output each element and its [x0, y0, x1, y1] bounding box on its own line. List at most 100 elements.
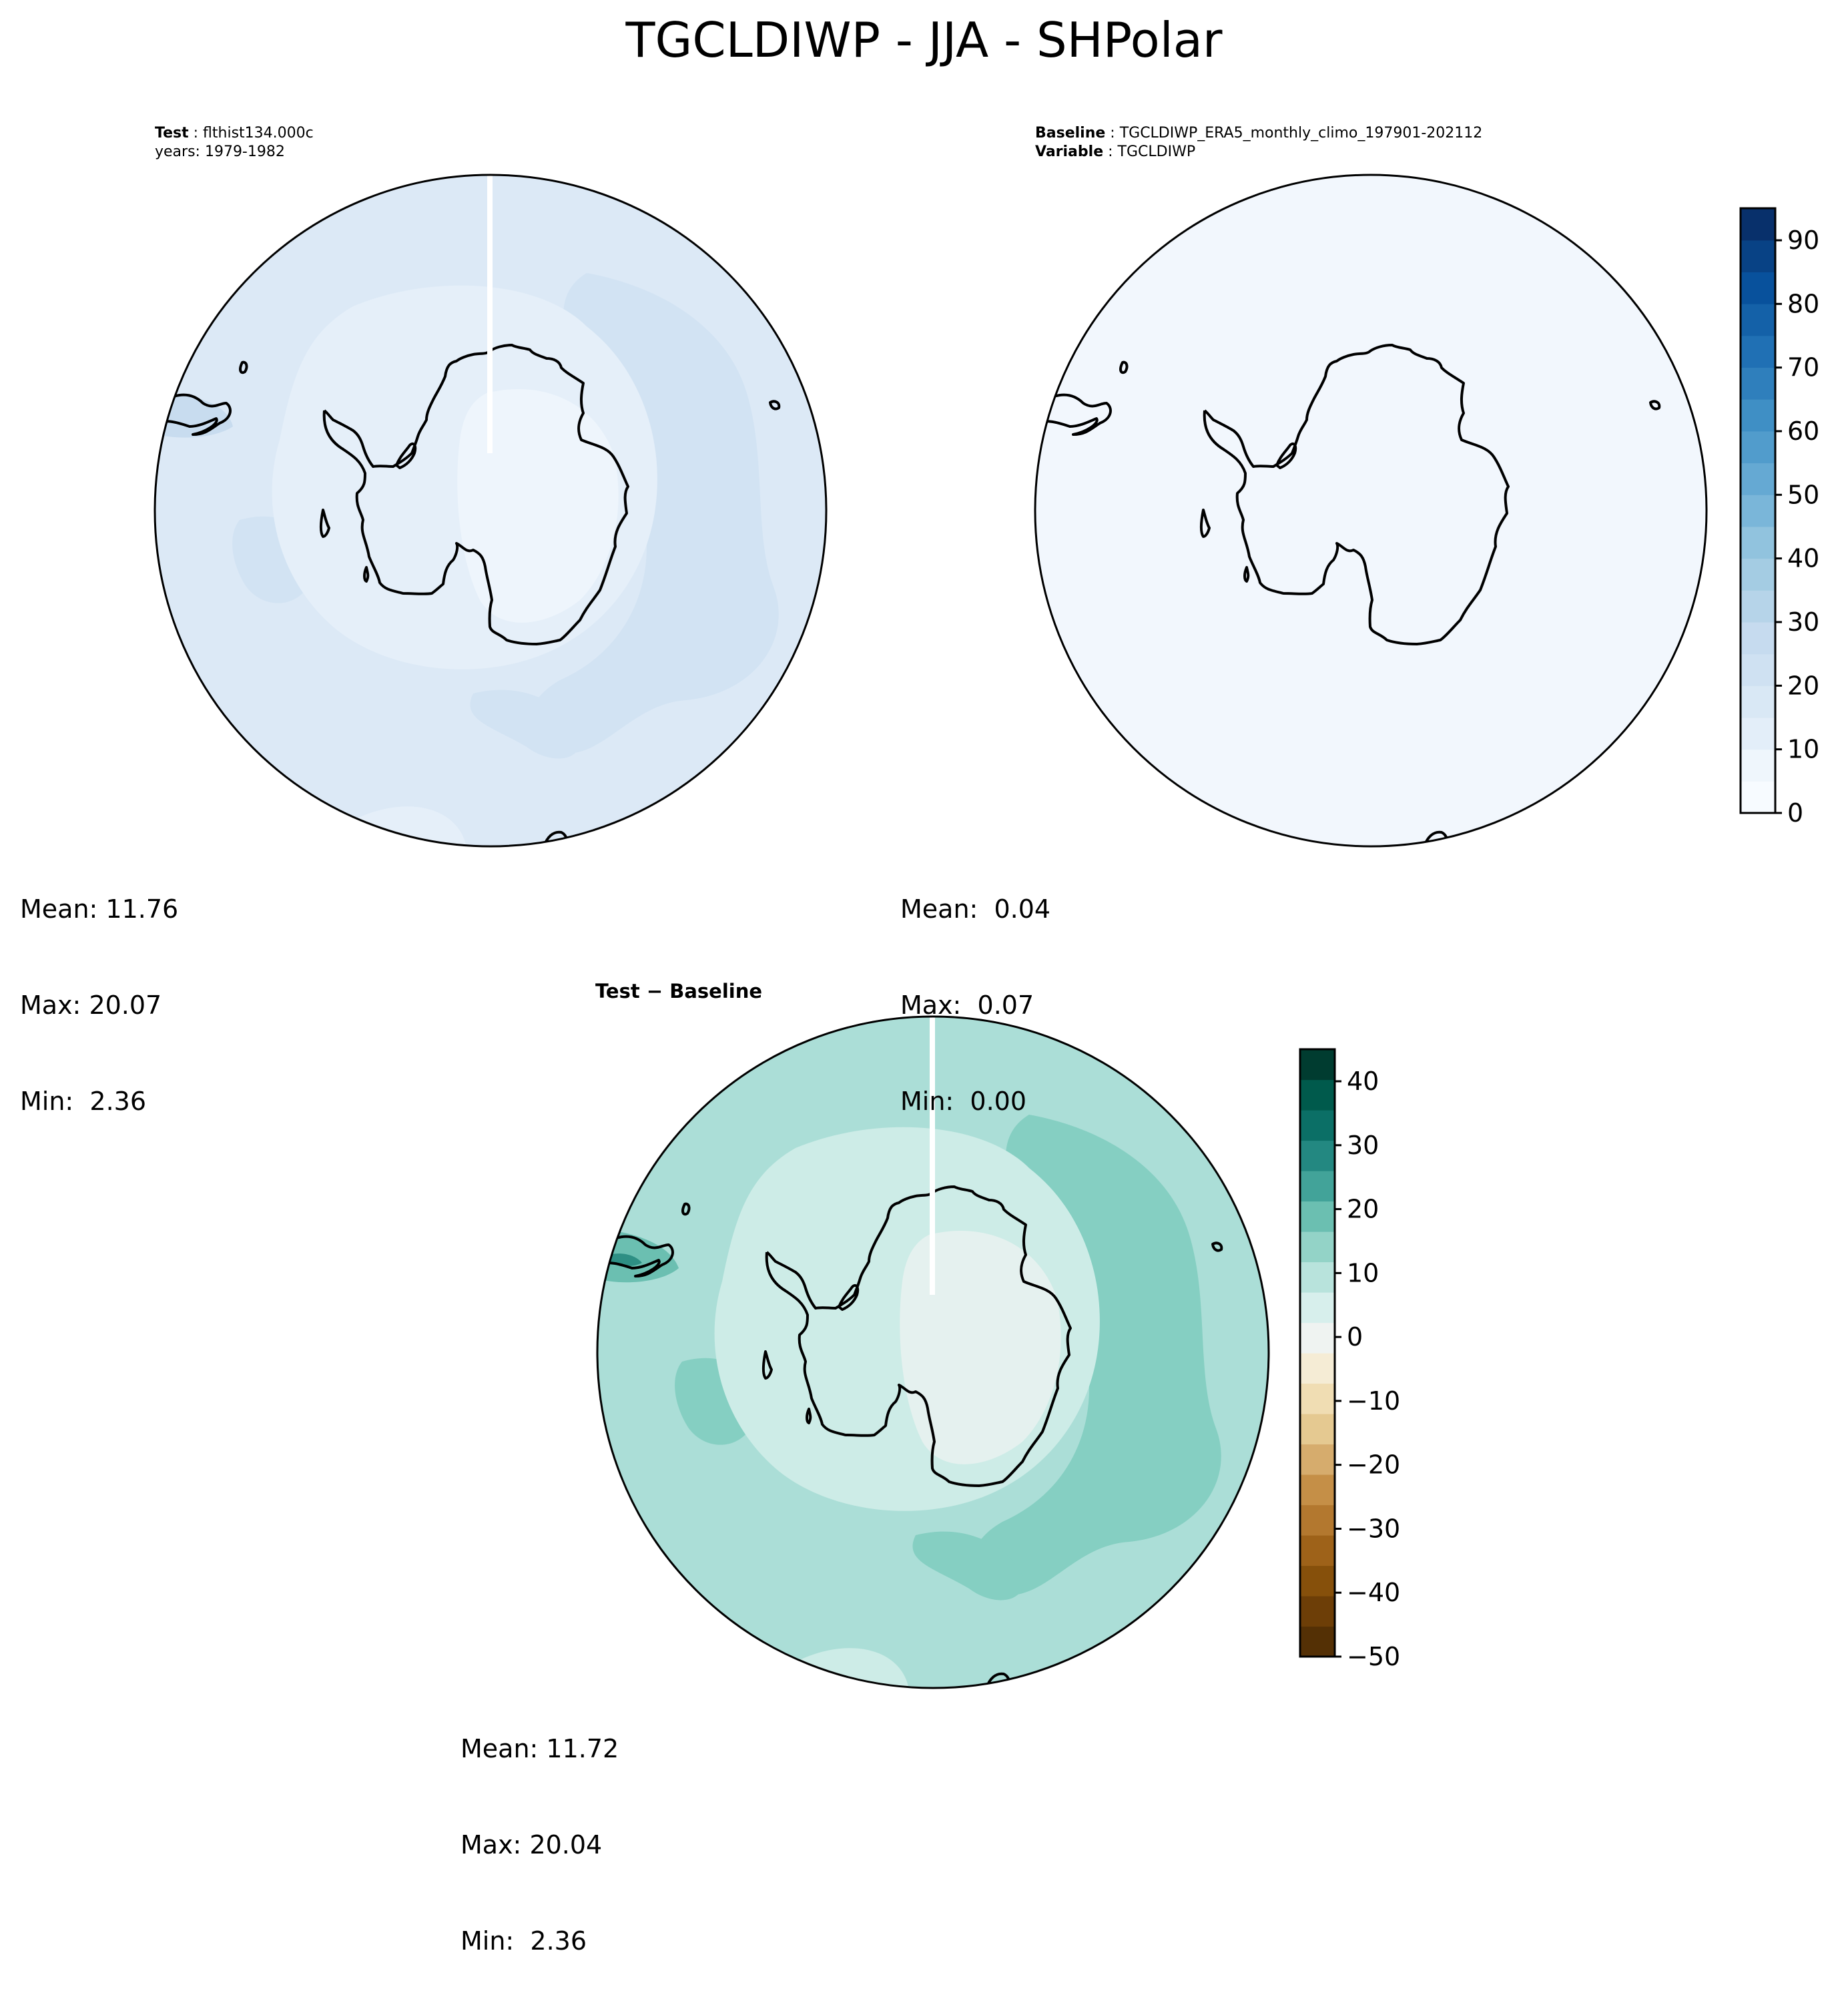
- diff-min: Min: 2.36: [460, 1926, 587, 1956]
- blues-colorbar-tick-label: 10: [1787, 735, 1819, 764]
- blues-colorbar-segment: [1741, 653, 1775, 686]
- diff-colorbar: 40 30 20 10 0 −10 −20 −30 −40 −50: [1299, 1048, 1400, 1671]
- diff-antarctica-coastline: [597, 1185, 1223, 1688]
- blues-colorbar-tick-label: 40: [1787, 544, 1819, 573]
- diff-colorbar-tick-label: −50: [1347, 1642, 1400, 1671]
- diff-colorbar-tick-label: 0: [1347, 1322, 1363, 1352]
- test-streak-south: [470, 689, 581, 759]
- figure-title: TGCLDIWP - JJA - SHPolar: [625, 12, 1223, 68]
- blues-colorbar-segment: [1741, 240, 1775, 272]
- test-stats: Mean: 11.76 Max: 20.07 Min: 2.36: [20, 829, 178, 1149]
- diff-panel-title: Test − Baseline: [595, 980, 763, 1003]
- test-polar-map: [153, 174, 828, 848]
- diff-colorbar-segment: [1300, 1171, 1335, 1202]
- diff-colorbar-segment: [1300, 1414, 1335, 1445]
- diff-streak-south: [912, 1531, 1024, 1601]
- blues-colorbar-segment: [1741, 526, 1775, 559]
- blues-colorbar-segment: [1741, 685, 1775, 718]
- baseline-panel-header: Baseline : TGCLDIWP_ERA5_monthly_climo_1…: [1035, 124, 1482, 162]
- diff-colorbar-tick-label: 10: [1347, 1258, 1379, 1288]
- blues-colorbar-segment: [1741, 272, 1775, 304]
- test-max: Max: 20.07: [20, 990, 162, 1020]
- test-seam-artifact: [487, 175, 493, 453]
- diff-plateau: [900, 1231, 1061, 1464]
- blues-colorbar-frame: [1739, 207, 1777, 814]
- blues-colorbar-segment: [1741, 781, 1775, 814]
- diff-colorbar-segment: [1300, 1201, 1335, 1232]
- diff-colorbar-tick-label: −30: [1347, 1514, 1400, 1543]
- test-case-name: flthist134.000c: [203, 125, 314, 141]
- diff-colorbar-segment: [1300, 1322, 1335, 1354]
- baseline-case-name: TGCLDIWP_ERA5_monthly_climo_197901-20211…: [1119, 125, 1483, 141]
- diff-seam-artifact: [930, 1017, 935, 1295]
- diff-colorbar-segment: [1300, 1444, 1335, 1475]
- blues-colorbar-tick-label: 20: [1787, 671, 1819, 700]
- blues-colorbar-segment: [1741, 590, 1775, 623]
- blues-colorbar-segment: [1741, 463, 1775, 495]
- diff-colorbar-tick-label: −10: [1347, 1386, 1400, 1416]
- diff-mean: Mean: 11.72: [460, 1734, 619, 1763]
- blues-colorbar-segment: [1741, 431, 1775, 464]
- blues-colorbar-tick-label: 80: [1787, 289, 1819, 318]
- diff-colorbar-tick-label: −20: [1347, 1450, 1400, 1480]
- diff-colorbar-segment: [1300, 1292, 1335, 1324]
- diff-colorbar-segment: [1300, 1231, 1335, 1263]
- variable-sep: :: [1103, 144, 1118, 160]
- blues-colorbar-segment: [1741, 399, 1775, 432]
- diff-map-border: [596, 1015, 1270, 1689]
- test-min: Min: 2.36: [20, 1087, 146, 1116]
- diff-colorbar-segment: [1300, 1079, 1335, 1111]
- diff-colorbar-tick-label: 20: [1347, 1195, 1379, 1224]
- variable-label: Variable: [1035, 144, 1104, 160]
- blues-colorbar-segment: [1741, 335, 1775, 368]
- diff-colorbar-segment: [1300, 1535, 1335, 1567]
- test-years: years: 1979-1982: [155, 144, 285, 160]
- blues-colorbar-segment: [1741, 717, 1775, 750]
- blues-colorbar-segment: [1741, 304, 1775, 336]
- test-sep: :: [188, 125, 204, 141]
- diff-stats: Mean: 11.72 Max: 20.04 Min: 2.36: [460, 1669, 619, 1989]
- variable-name: TGCLDIWP: [1117, 144, 1196, 160]
- test-label: Test: [155, 125, 189, 141]
- diff-colorbar-tick-label: 30: [1347, 1131, 1379, 1160]
- diff-colorbar-segment: [1300, 1140, 1335, 1171]
- diff-colorbar-segment: [1300, 1596, 1335, 1627]
- baseline-antarctica-coastline: [1035, 344, 1661, 846]
- diff-colorbar-segment: [1300, 1626, 1335, 1657]
- baseline-sep: :: [1105, 125, 1120, 141]
- diff-colorbar-tick-label: −40: [1347, 1578, 1400, 1607]
- diff-colorbar-segment: [1300, 1110, 1335, 1141]
- blues-colorbar: 0 10 20 30 40 50 60 70 80 90: [1739, 207, 1819, 828]
- baseline-stats: Mean: 0.04 Max: 0.07 Min: 0.00: [900, 829, 1050, 1149]
- diff-colorbar-segment: [1300, 1565, 1335, 1597]
- baseline-map-border: [1034, 174, 1708, 848]
- blues-colorbar-segment: [1741, 495, 1775, 527]
- blues-colorbar-tick-label: 0: [1787, 798, 1803, 828]
- blues-colorbar-tick-label: 90: [1787, 226, 1819, 255]
- blues-colorbar-tick-label: 50: [1787, 480, 1819, 509]
- baseline-min: Min: 0.00: [900, 1087, 1026, 1116]
- blues-colorbar-segment: [1741, 558, 1775, 591]
- diff-colorbar-segment: [1300, 1261, 1335, 1293]
- blues-colorbar-segment: [1741, 208, 1775, 241]
- diff-colorbar-segment: [1300, 1383, 1335, 1414]
- blues-colorbar-segment: [1741, 621, 1775, 655]
- diff-colorbar-tick-label: 40: [1347, 1067, 1379, 1096]
- baseline-mean: Mean: 0.04: [900, 894, 1051, 924]
- blues-colorbar-segment: [1741, 367, 1775, 400]
- diff-colorbar-segment: [1300, 1504, 1335, 1536]
- diff-colorbar-segment: [1300, 1049, 1335, 1081]
- baseline-max: Max: 0.07: [900, 990, 1034, 1020]
- blues-colorbar-segment: [1741, 749, 1775, 782]
- diff-colorbar-frame: [1299, 1048, 1336, 1658]
- blues-colorbar-tick-label: 30: [1787, 607, 1819, 637]
- blues-colorbar-tick-label: 70: [1787, 353, 1819, 382]
- baseline-polar-map: [1034, 174, 1708, 848]
- blues-colorbar-tick-label: 60: [1787, 416, 1819, 446]
- baseline-label: Baseline: [1035, 125, 1106, 141]
- diff-max: Max: 20.04: [460, 1830, 603, 1860]
- test-map-border: [153, 174, 828, 848]
- test-panel-header: Test : flthist134.000c years: 1979-1982: [155, 124, 314, 162]
- baseline-field: [1035, 175, 1707, 846]
- diff-colorbar-segment: [1300, 1474, 1335, 1506]
